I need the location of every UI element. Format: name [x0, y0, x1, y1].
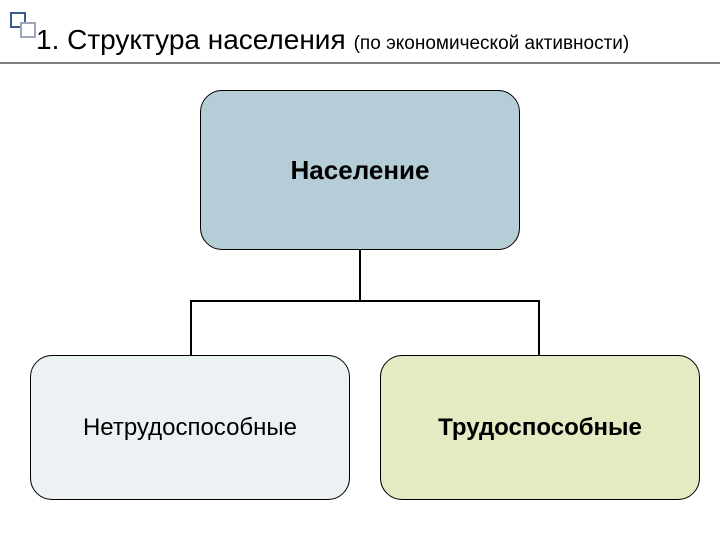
title-sub: (по экономической активности)	[354, 33, 630, 55]
node-left: Нетрудоспособные	[30, 355, 350, 500]
connector-to-right	[538, 300, 540, 355]
title-line: 1. Структура населения (по экономической…	[36, 24, 700, 56]
node-root: Население	[200, 90, 520, 250]
node-right: Трудоспособные	[380, 355, 700, 500]
connector-to-left	[190, 300, 192, 355]
connector-horizontal	[190, 300, 540, 302]
org-diagram: Население Нетрудоспособные Трудоспособны…	[0, 80, 720, 520]
node-root-label: Население	[291, 155, 430, 186]
slide-header: 1. Структура населения (по экономической…	[36, 24, 700, 56]
connector-root-down	[359, 250, 361, 300]
node-right-label: Трудоспособные	[438, 414, 642, 442]
decor-square-2	[20, 22, 36, 38]
title-main: 1. Структура населения	[36, 24, 346, 56]
node-left-label: Нетрудоспособные	[83, 414, 297, 442]
title-underline	[0, 62, 720, 64]
